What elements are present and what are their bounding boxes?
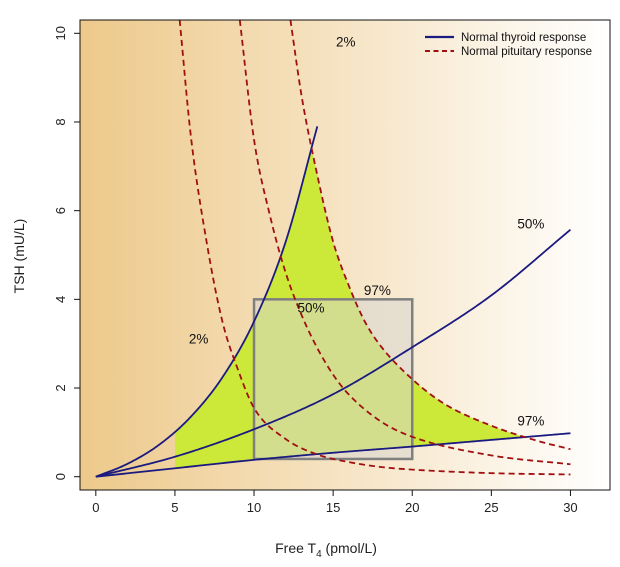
thyroid-curve-50pct — [95, 229, 572, 478]
curve-annotation: 2% — [336, 35, 356, 50]
y-tick-label: 10 — [53, 26, 68, 40]
pituitary-curve-97pct — [289, 20, 571, 451]
y-tick-label: 6 — [53, 207, 68, 214]
legend-label-thyroid: Normal thyroid response — [461, 32, 586, 44]
pituitary-curve-50pct — [238, 20, 571, 466]
pituitary-curve-2pct — [178, 20, 571, 476]
curve-annotation: 2% — [189, 332, 209, 347]
curve-annotation: 97% — [364, 283, 391, 298]
y-tick-label: 4 — [53, 296, 68, 303]
thyroid-curve-97pct — [95, 432, 571, 478]
x-axis-title: Free T4 (pmol/L) — [275, 540, 377, 560]
x-tick-label: 20 — [405, 500, 419, 515]
reference-range-box — [252, 298, 414, 461]
y-tick-label: 2 — [53, 384, 68, 391]
curve-annotation: 97% — [517, 414, 544, 429]
y-tick-label: 0 — [53, 473, 68, 480]
y-axis-title: TSH (mU/L) — [11, 219, 27, 294]
x-tick-label: 0 — [92, 500, 99, 515]
y-tick-label: 8 — [53, 118, 68, 125]
x-tick-label: 15 — [326, 500, 340, 515]
x-tick-label: 25 — [484, 500, 498, 515]
legend-label-pituitary: Normal pituitary response — [461, 46, 592, 58]
curve-annotation: 50% — [297, 301, 324, 316]
x-tick-label: 30 — [563, 500, 577, 515]
plot-frame — [79, 19, 611, 491]
legend: Normal thyroid response Normal pituitary… — [425, 32, 592, 58]
curve-annotation: 50% — [517, 216, 544, 231]
x-tick-label: 10 — [247, 500, 261, 515]
x-tick-label: 5 — [171, 500, 178, 515]
